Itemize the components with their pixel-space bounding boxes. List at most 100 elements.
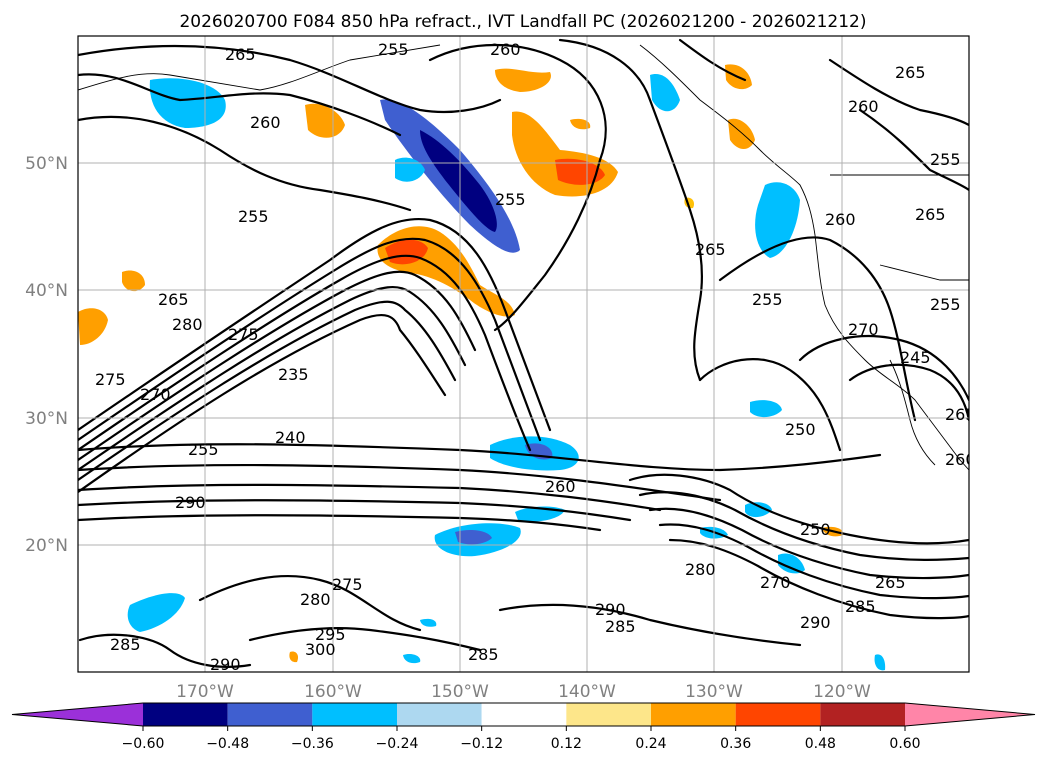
- neg-blob: [455, 530, 492, 545]
- neg-blob: [395, 157, 425, 182]
- neg-blob: [149, 78, 226, 128]
- colorbar-tick-label: −0.12: [460, 736, 503, 752]
- contour-label: 255: [752, 290, 783, 309]
- contour-label: 250: [785, 420, 816, 439]
- contour-label: 285: [468, 645, 499, 664]
- neg-blob: [127, 593, 185, 632]
- contour-label: 235: [278, 365, 309, 384]
- neg-blob: [650, 74, 680, 112]
- colorbar-extend-min: [12, 703, 143, 726]
- contour-label: 255: [238, 207, 269, 226]
- contour-label: 260: [250, 113, 281, 132]
- neg-blob: [420, 618, 437, 627]
- contour-label: 255: [495, 190, 526, 209]
- colorbar-tick-label: −0.60: [122, 736, 165, 752]
- colorbar-tick-label: 0.12: [551, 736, 582, 752]
- colorbar-segment: [820, 703, 905, 726]
- colorbar-segment: [481, 703, 567, 726]
- contour-label: 240: [275, 428, 306, 447]
- contour-label: 265: [945, 405, 976, 424]
- contour-label: 290: [595, 600, 626, 619]
- contour-label: 285: [605, 617, 636, 636]
- refractivity-contours: [78, 38, 969, 668]
- contour-label: 270: [848, 320, 879, 339]
- coastlines: [78, 44, 969, 471]
- colorbar-tick-label: −0.24: [376, 736, 419, 752]
- map-frame: [77, 35, 970, 673]
- colorbar-tick-label: 0.60: [889, 736, 920, 752]
- lat-label: 50°N: [25, 154, 68, 174]
- lat-axis: 50°N 40°N 30°N 20°N: [25, 154, 68, 556]
- contour-label: 260: [945, 450, 976, 469]
- contour-label: 270: [760, 573, 791, 592]
- colorbar-segment: [227, 703, 313, 726]
- pos-blob: [289, 651, 299, 663]
- contour-label: 260: [825, 210, 856, 229]
- contour-label: 260: [545, 477, 576, 496]
- neg-blob: [750, 400, 782, 418]
- map-panel: 265 255 260 260 265 255 255 255 265 260 …: [78, 36, 976, 674]
- pos-blob: [570, 118, 591, 130]
- lon-label: 150°W: [431, 682, 489, 702]
- contour-label: 290: [175, 493, 206, 512]
- lat-label: 40°N: [25, 281, 68, 301]
- contour-label: 265: [875, 573, 906, 592]
- contour-label: 265: [915, 205, 946, 224]
- colorbar-tick-label: −0.36: [291, 736, 334, 752]
- neg-blob: [874, 654, 886, 671]
- colorbar-segment: [397, 703, 482, 726]
- colorbar-tick-label: −0.48: [206, 736, 249, 752]
- pos-blob: [305, 103, 345, 138]
- neg-blob: [778, 553, 805, 574]
- contour-label: 275: [95, 370, 126, 389]
- pos-blob: [555, 158, 605, 185]
- lon-label: 140°W: [558, 682, 616, 702]
- contour-label: 265: [895, 63, 926, 82]
- lon-axis: 170°W 160°W 150°W 140°W 130°W 120°W: [176, 682, 871, 702]
- contour-label: 280: [172, 315, 203, 334]
- colorbar-segment: [735, 703, 821, 726]
- colorbar-tick-label: 0.24: [635, 736, 666, 752]
- contour-label: 300: [305, 640, 336, 659]
- contour-label: 275: [332, 575, 363, 594]
- neg-blob: [420, 130, 497, 232]
- contour-label: 290: [800, 613, 831, 632]
- contour-label: 260: [490, 40, 521, 59]
- graticule: [78, 36, 969, 672]
- colorbar: −0.60 −0.48 −0.36 −0.24 −0.12 0.12 0.24 0.36 0.4…: [11, 702, 1036, 752]
- contour-label: 285: [845, 597, 876, 616]
- contour-label: 285: [110, 635, 141, 654]
- contour-label: 250: [800, 520, 831, 539]
- contour-label: 255: [930, 295, 961, 314]
- contour-label: 265: [695, 240, 726, 259]
- colorbar-tick-label: 0.36: [720, 736, 751, 752]
- pos-blob: [495, 68, 551, 92]
- contour-label: 265: [158, 290, 189, 309]
- neg-blob: [403, 653, 421, 664]
- neg-blob: [755, 182, 800, 258]
- contour-label: 280: [300, 590, 331, 609]
- colorbar-segment: [143, 703, 228, 726]
- contour-label: 270: [140, 385, 171, 404]
- pos-blob: [78, 308, 108, 345]
- contour-label: 255: [188, 440, 219, 459]
- colorbar-tick-label: 0.48: [805, 736, 836, 752]
- contour-label: 255: [930, 150, 961, 169]
- lon-label: 120°W: [813, 682, 871, 702]
- contour-labels: 265 255 260 260 265 255 255 255 265 260 …: [95, 40, 976, 674]
- contour-label: 260: [848, 97, 879, 116]
- lon-label: 170°W: [176, 682, 234, 702]
- contour-label: 265: [225, 45, 256, 64]
- contour-label: 290: [210, 655, 241, 674]
- pos-blob: [122, 270, 145, 292]
- contour-label: 255: [378, 40, 409, 59]
- pos-blob: [728, 118, 755, 149]
- contour-label: 275: [228, 325, 259, 344]
- neg-blob: [745, 502, 772, 518]
- lat-label: 30°N: [25, 409, 68, 429]
- contour-label: 280: [685, 560, 716, 579]
- lon-label: 160°W: [304, 682, 362, 702]
- contour-label: 295: [315, 625, 346, 644]
- colorbar-segment: [651, 703, 736, 726]
